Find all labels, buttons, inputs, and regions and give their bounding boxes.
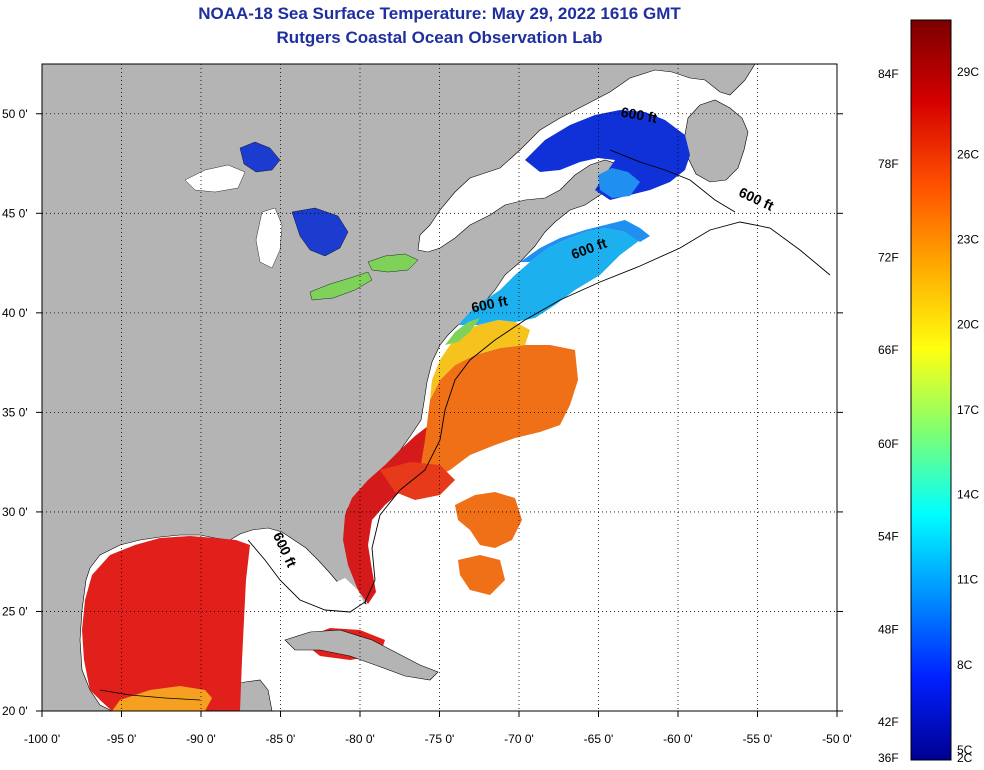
lon-tick-label: -60 0' <box>663 732 693 746</box>
isobath-600ft-gulf <box>99 689 201 701</box>
isobath-600ft <box>247 221 831 613</box>
colorbar-f-label: 66F <box>878 343 899 357</box>
gulf-of-mexico-sst <box>82 536 250 711</box>
offshore-warm-patch-2 <box>458 555 505 595</box>
colorbar-c-label: 8C <box>957 658 973 672</box>
lake-huron <box>291 207 349 257</box>
lon-tick-label: -85 0' <box>266 732 296 746</box>
colorbar-c-label: 17C <box>957 403 979 417</box>
lon-tick-label: -50 0' <box>822 732 852 746</box>
colorbar-labels: 84F 78F 72F 66F 60F 54F 48F 42F 36F 29C 26C 23C 20C 1… <box>878 65 979 765</box>
lon-tick-label: -55 0' <box>743 732 773 746</box>
chart-subtitle: Rutgers Coastal Ocean Observation Lab <box>276 28 603 47</box>
offshore-warm-patch-3 <box>380 462 455 500</box>
florida-shelf-nodata <box>330 578 365 612</box>
colorbar-c-label: 20C <box>957 317 979 331</box>
colorbar-c-label: 14C <box>957 488 979 502</box>
colorbar-c-label: 29C <box>957 65 979 79</box>
colorbar-f-label: 36F <box>878 751 899 765</box>
northeast-shelf-sst <box>458 228 640 325</box>
colorbar-f-label: 72F <box>878 250 899 264</box>
isobath-label: 600 ft <box>470 292 509 315</box>
lat-tick-label: 40 0' <box>2 306 28 320</box>
lat-tick-label: 20 0' <box>2 704 28 718</box>
st-lawrence-cyan-patch <box>598 168 640 198</box>
colorbar-f-label: 42F <box>878 715 899 729</box>
lon-tick-label: -80 0' <box>345 732 375 746</box>
newfoundland-land <box>683 99 749 183</box>
gulf-of-maine-sst <box>520 220 650 262</box>
isobath-label: 600 ft <box>620 104 659 126</box>
colorbar-f-label: 54F <box>878 530 899 544</box>
lat-tick-label: 45 0' <box>2 206 28 220</box>
graticule <box>42 64 837 711</box>
colorbar-f-label: 84F <box>878 67 899 81</box>
lake-nodata-white <box>184 164 246 193</box>
colorbar-f-label: 60F <box>878 437 899 451</box>
lon-tick-label: -70 0' <box>504 732 534 746</box>
colorbar-c-label: 11C <box>957 573 978 587</box>
colorbar-c-label: 5C <box>957 743 973 757</box>
lat-tick-label: 30 0' <box>2 505 28 519</box>
lat-tick-label: 35 0' <box>2 405 28 419</box>
colorbar-c-label: 23C <box>957 232 979 246</box>
colorbar <box>910 19 952 761</box>
coastal-green-band <box>445 318 480 345</box>
lake-superior <box>239 141 281 173</box>
map-axes: -100 0' -95 0' -90 0' -85 0' -80 0' -75 0' -70… <box>2 107 852 746</box>
lon-tick-label: -100 0' <box>24 732 60 746</box>
lon-tick-label: -90 0' <box>186 732 216 746</box>
isobath-600ft-north <box>609 149 736 213</box>
lake-erie <box>309 271 373 301</box>
colorbar-f-label: 48F <box>878 622 899 636</box>
lon-tick-label: -65 0' <box>584 732 614 746</box>
gulf-coastal-warm-band <box>112 686 212 711</box>
offshore-warm-patch-1 <box>455 492 522 548</box>
cuba-land <box>284 629 439 681</box>
lat-tick-label: 50 0' <box>2 107 28 121</box>
lon-tick-label: -75 0' <box>425 732 455 746</box>
lake-michigan <box>255 207 283 269</box>
lon-tick-label: -95 0' <box>107 732 137 746</box>
colorbar-c-label: 26C <box>957 148 979 162</box>
lake-ontario <box>367 253 419 273</box>
colorbar-c-label: 2C <box>957 751 973 765</box>
colorbar-f-label: 78F <box>878 157 899 171</box>
chart-title: NOAA-18 Sea Surface Temperature: May 29,… <box>198 4 681 23</box>
gulf-st-lawrence-sst <box>525 110 690 200</box>
lat-tick-label: 25 0' <box>2 604 28 618</box>
